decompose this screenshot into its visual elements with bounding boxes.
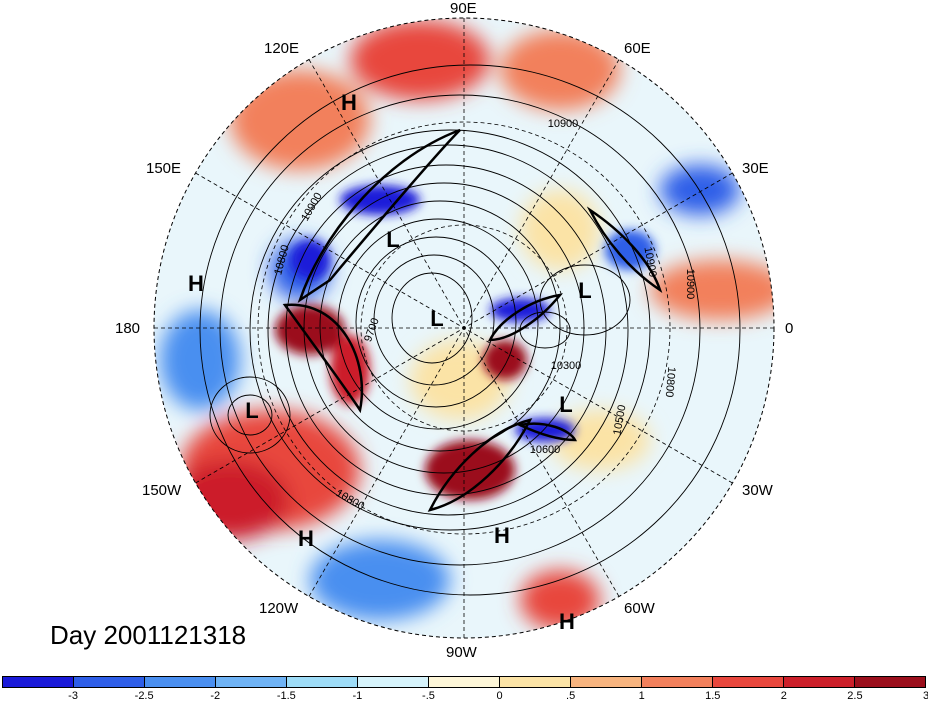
low-pressure-marker: L [245,398,259,423]
lon-label-60e: 60E [624,40,651,57]
colorbar-tick-label: .5 [566,690,576,702]
contour-label: 10900 [547,118,579,130]
colorbar-segment [3,677,74,687]
colorbar-segment [358,677,429,687]
colorbar-tick-label: 2.5 [847,690,863,702]
colorbar-tick-label: 0 [496,690,503,702]
lon-label-180: 180 [115,320,141,337]
colorbar-segment [429,677,500,687]
colorbar-tick-label: 1 [638,690,645,702]
lon-label-30w: 30W [742,482,773,499]
lon-label-90e: 90E [450,0,477,17]
colorbar-segment [713,677,784,687]
low-pressure-marker: L [386,227,400,252]
colorbar-segment [500,677,571,687]
lon-label-120e: 120E [264,40,300,57]
colorbar-tick-label: 1.5 [705,690,721,702]
colorbar [2,676,926,688]
high-pressure-marker: H [341,90,357,115]
colorbar-tick-label: 2 [780,690,787,702]
high-pressure-marker: H [494,523,510,548]
colorbar-tick-label: -2.5 [134,690,154,702]
colorbar-segment [784,677,855,687]
colorbar-segment [571,677,642,687]
contour-label: 10900 [684,268,696,300]
lon-label-30e: 30E [742,160,769,177]
contour-label: 10600 [529,444,561,456]
lon-label-0: 0 [785,320,794,337]
colorbar-segment [287,677,358,687]
low-pressure-marker: L [559,392,573,417]
colorbar-segment [74,677,145,687]
low-pressure-marker: L [430,306,444,331]
colorbar-segment [216,677,287,687]
high-pressure-marker: H [559,609,575,634]
colorbar-tick-label: 3 [922,690,928,702]
colorbar-segment [855,677,925,687]
colorbar-tick-label: -3 [68,690,78,702]
colorbar-tick-label: -.5 [422,690,435,702]
date-title: Day 2001121318 [50,620,247,650]
graticule [154,18,774,638]
jet-streak-contours [282,128,663,512]
high-pressure-marker: H [188,271,204,296]
colorbar-tick-label: -1.5 [276,690,296,702]
lon-label-150w: 150W [142,482,182,499]
colorbar-tick-label: -1 [352,690,363,702]
lon-label-60w: 60W [624,600,655,617]
contour-label: 10300 [550,360,582,372]
lon-label-150e: 150E [146,160,182,177]
colorbar-tick-label: -2 [210,690,221,702]
lon-label-120w: 120W [259,600,299,617]
map-boundary [153,17,775,639]
low-pressure-marker: L [578,278,592,303]
colorbar-segment [642,677,713,687]
lon-label-90w: 90W [446,644,477,661]
colorbar-segment [145,677,216,687]
high-pressure-marker: H [298,526,314,551]
